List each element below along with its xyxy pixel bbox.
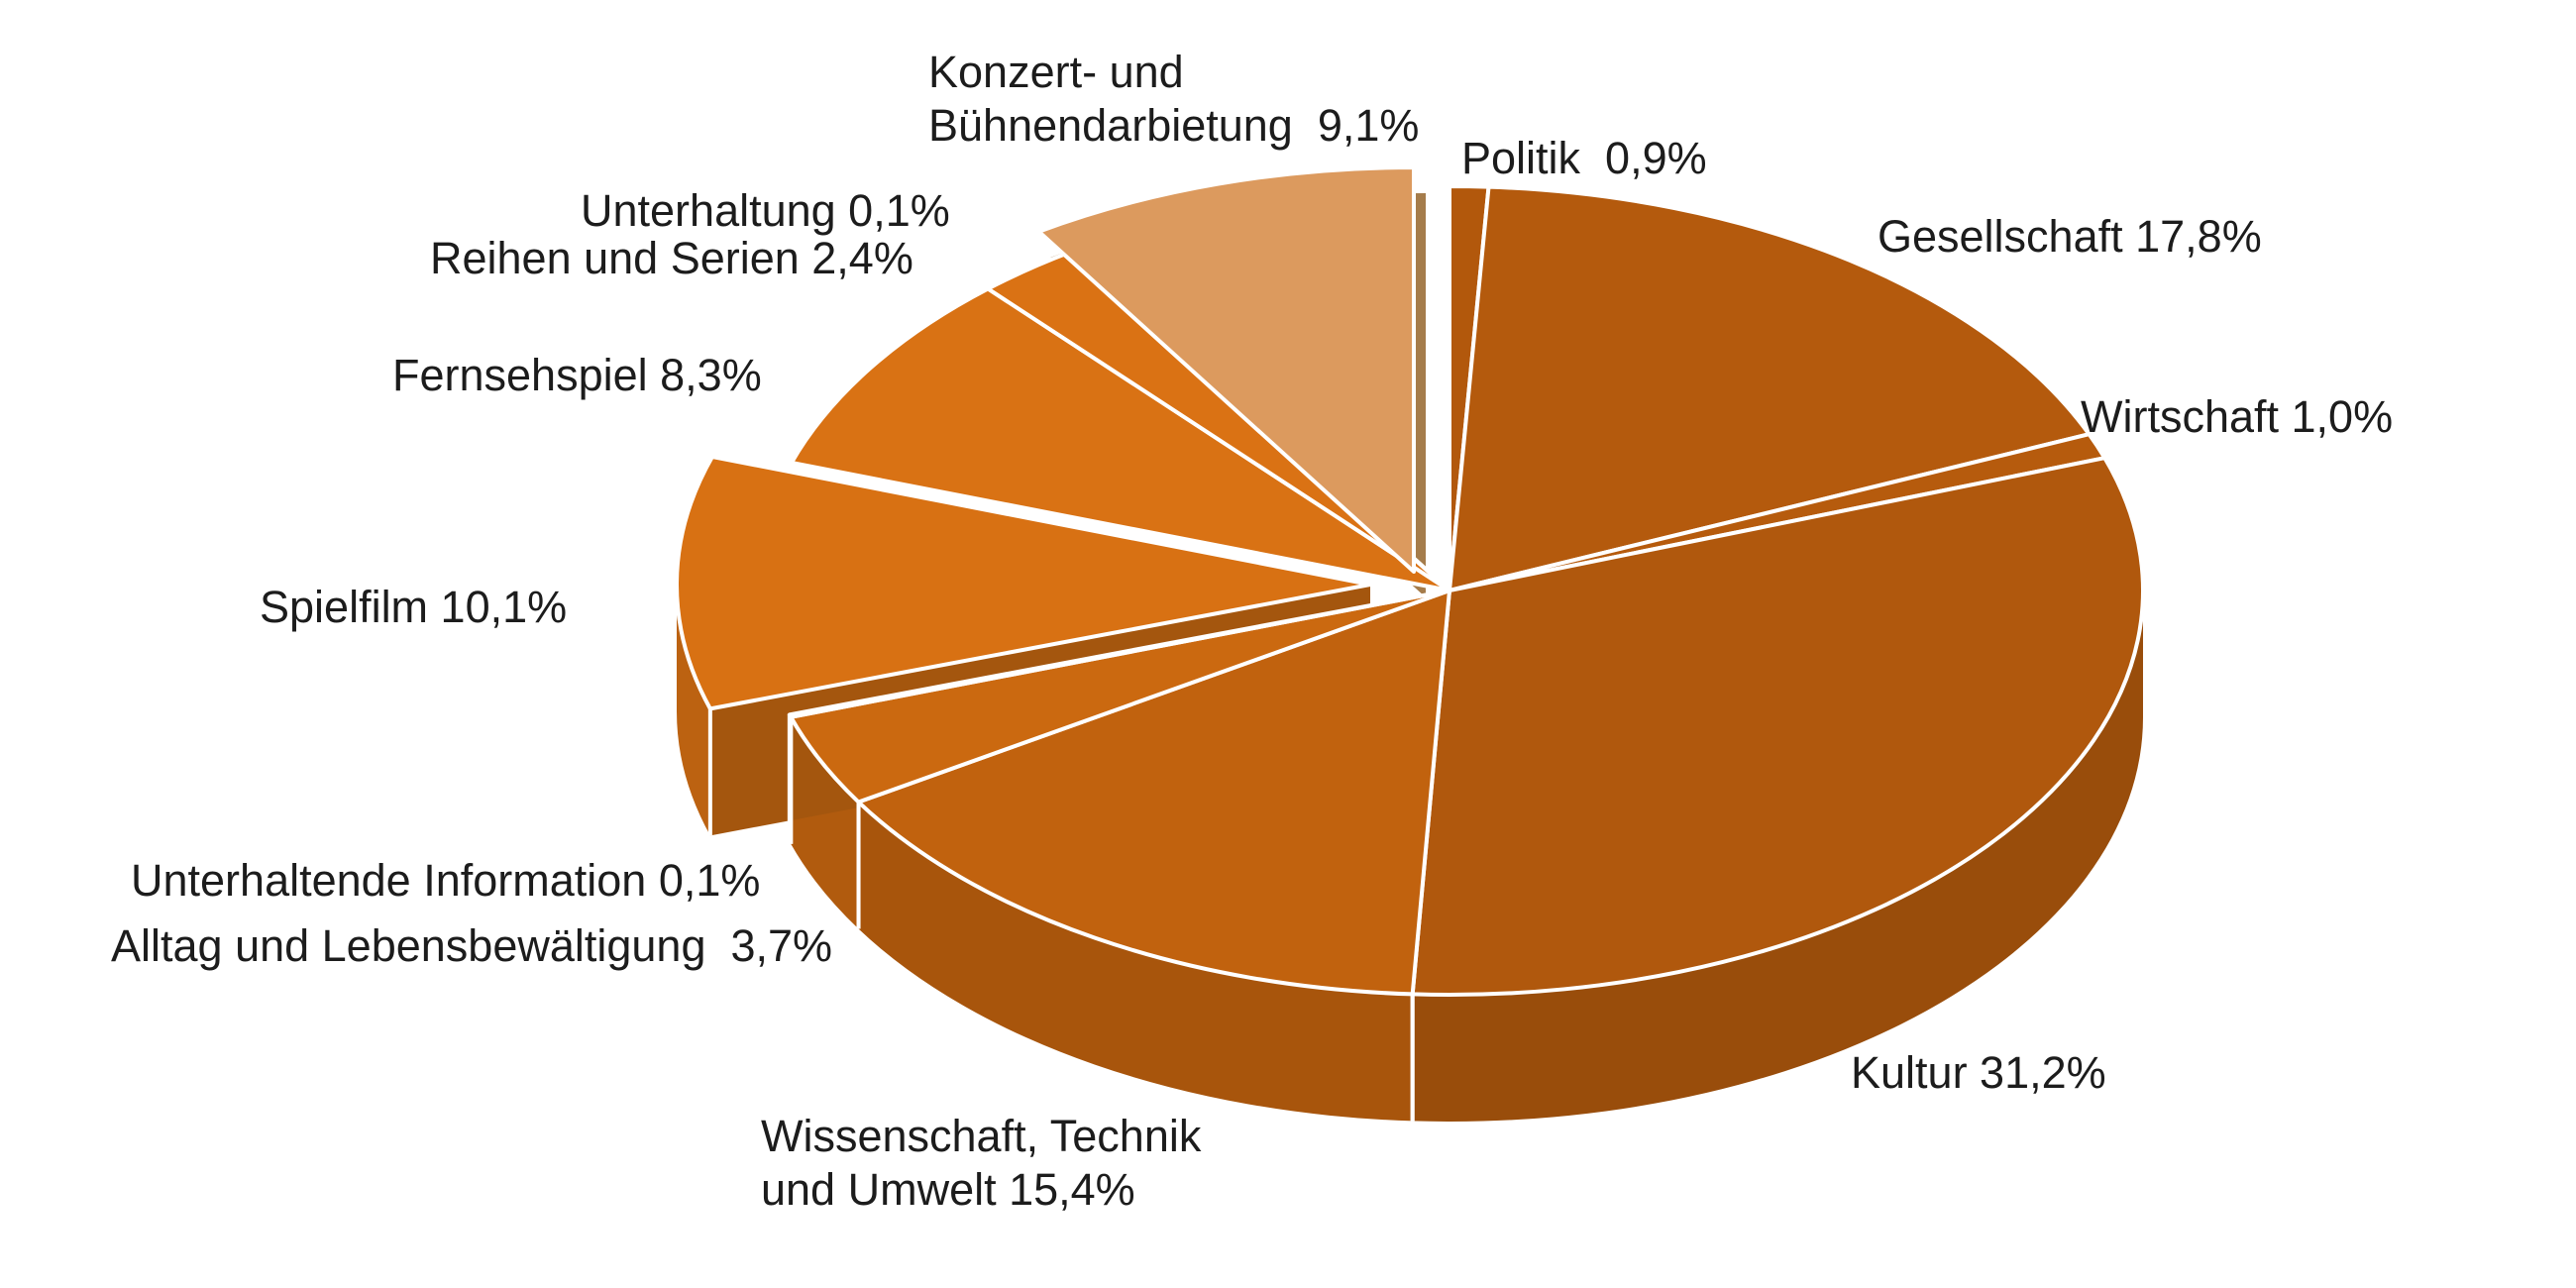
slice-label-fernsehspiel: Fernsehspiel 8,3%	[392, 350, 762, 400]
pie-slice-spielfilm	[675, 455, 1372, 711]
slice-label-konzert-buehnendarbietung: Konzert- und Bühnendarbietung 9,1%	[928, 47, 1420, 151]
pie-slice-konzert-buehnendarbietung	[1036, 165, 1416, 574]
slice-label-alltag-lebensbewaeltigung: Alltag und Lebensbewältigung 3,7%	[111, 920, 833, 971]
pie-rim-wall-wissenschaft-technik-umwelt	[858, 802, 1413, 1122]
slice-label-spielfilm: Spielfilm 10,1%	[260, 582, 568, 632]
pie-slice-kultur	[1410, 456, 2145, 997]
slice-label-unterhaltung: Unterhaltung 0,1%	[581, 185, 950, 236]
slice-label-politik: Politik 0,9%	[1461, 133, 1707, 183]
slice-label-unterhaltende-information: Unterhaltende Information 0,1%	[131, 855, 761, 906]
pie-slice-gesellschaft	[1448, 184, 2092, 592]
slice-label-reihen-serien: Reihen und Serien 2,4%	[430, 233, 913, 283]
slice-label-kultur: Kultur 31,2%	[1851, 1047, 2106, 1098]
pie-slice-wissenschaft-technik-umwelt	[856, 589, 1451, 997]
slice-label-wissenschaft-technik-umwelt: Wissenschaft, Technik und Umwelt 15,4%	[761, 1111, 1202, 1215]
pie-rim-wall-kultur	[1412, 590, 2143, 1123]
pie-slice-fernsehspiel	[789, 286, 1451, 592]
slice-label-wirtschaft: Wirtschaft 1,0%	[2081, 391, 2394, 442]
pie-slice-unterhaltende-information	[787, 589, 1451, 719]
slice-label-gesellschaft: Gesellschaft 17,8%	[1878, 211, 2262, 262]
